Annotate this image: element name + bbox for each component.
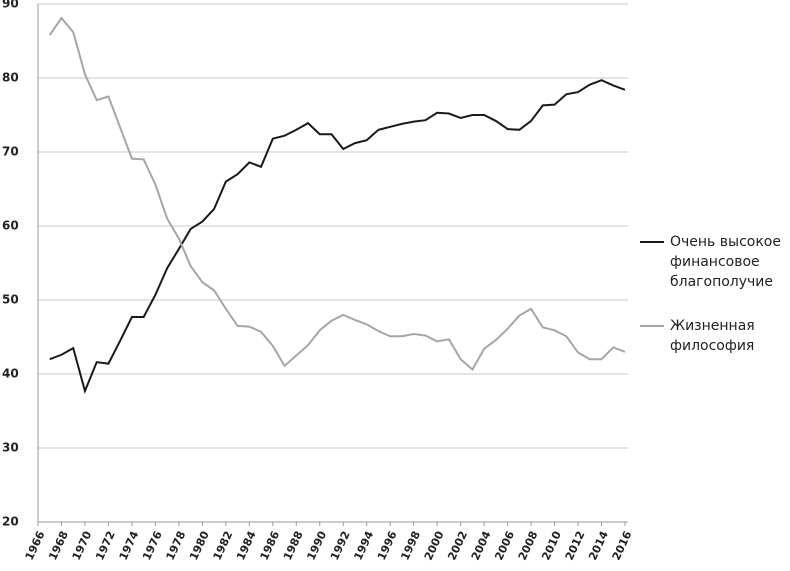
- x-tick-label: 1992: [328, 529, 353, 562]
- legend-item: Очень высокое финансовое благополучие: [640, 232, 790, 292]
- x-tick-label: 1980: [187, 529, 212, 563]
- series-line: [49, 79, 626, 395]
- y-tick-label: 50: [2, 293, 19, 307]
- x-tick-label: 2008: [516, 529, 541, 562]
- x-tick-label: 1982: [211, 529, 236, 562]
- x-tick-label: 1972: [93, 529, 118, 562]
- x-tick-label: 1974: [117, 529, 142, 563]
- y-tick-label: 30: [2, 441, 19, 455]
- x-tick-label: 1994: [351, 529, 376, 563]
- x-tick-label: 1986: [258, 529, 283, 563]
- x-tick-label: 2006: [492, 529, 517, 563]
- x-tick-label: 1970: [70, 529, 95, 563]
- x-tick-label: 1998: [398, 529, 423, 562]
- y-tick-label: 60: [2, 219, 19, 233]
- legend-label: Очень высокое финансовое благополучие: [670, 234, 781, 290]
- x-tick-label: 2004: [469, 529, 494, 563]
- x-tick-label: 2000: [422, 529, 447, 563]
- y-tick-label: 80: [2, 71, 19, 85]
- legend-item: Жизненная философия: [640, 316, 790, 356]
- x-tick-label: 2010: [539, 529, 564, 563]
- y-tick-label: 20: [2, 515, 19, 529]
- x-tick-label: 2016: [610, 529, 635, 563]
- x-tick-label: 2002: [445, 529, 470, 562]
- legend-swatch: [640, 241, 664, 243]
- x-tick-label: 1984: [234, 529, 259, 563]
- x-tick-label: 1966: [23, 529, 48, 563]
- x-tick-label: 1996: [375, 529, 400, 563]
- x-tick-label: 1978: [164, 529, 189, 562]
- chart: 20 30 40 50 60 70 80 90 196619681970197219741976…: [2, 0, 635, 563]
- x-tick-label: 1988: [281, 529, 306, 562]
- x-tick-label: 1976: [140, 529, 165, 563]
- y-tick-label: 70: [2, 145, 19, 159]
- legend: Очень высокое финансовое благополучие Жиз…: [640, 232, 790, 380]
- legend-label: Жизненная философия: [670, 318, 755, 354]
- x-tick-label: 2012: [563, 529, 588, 562]
- y-tick-label: 90: [2, 0, 19, 11]
- y-tick-label: 40: [2, 367, 19, 381]
- x-tick-label: 2014: [586, 529, 611, 563]
- legend-swatch: [640, 325, 664, 327]
- x-tick-label: 1990: [304, 529, 329, 563]
- x-tick-label: 1968: [46, 529, 71, 562]
- series-line: [48, 16, 626, 372]
